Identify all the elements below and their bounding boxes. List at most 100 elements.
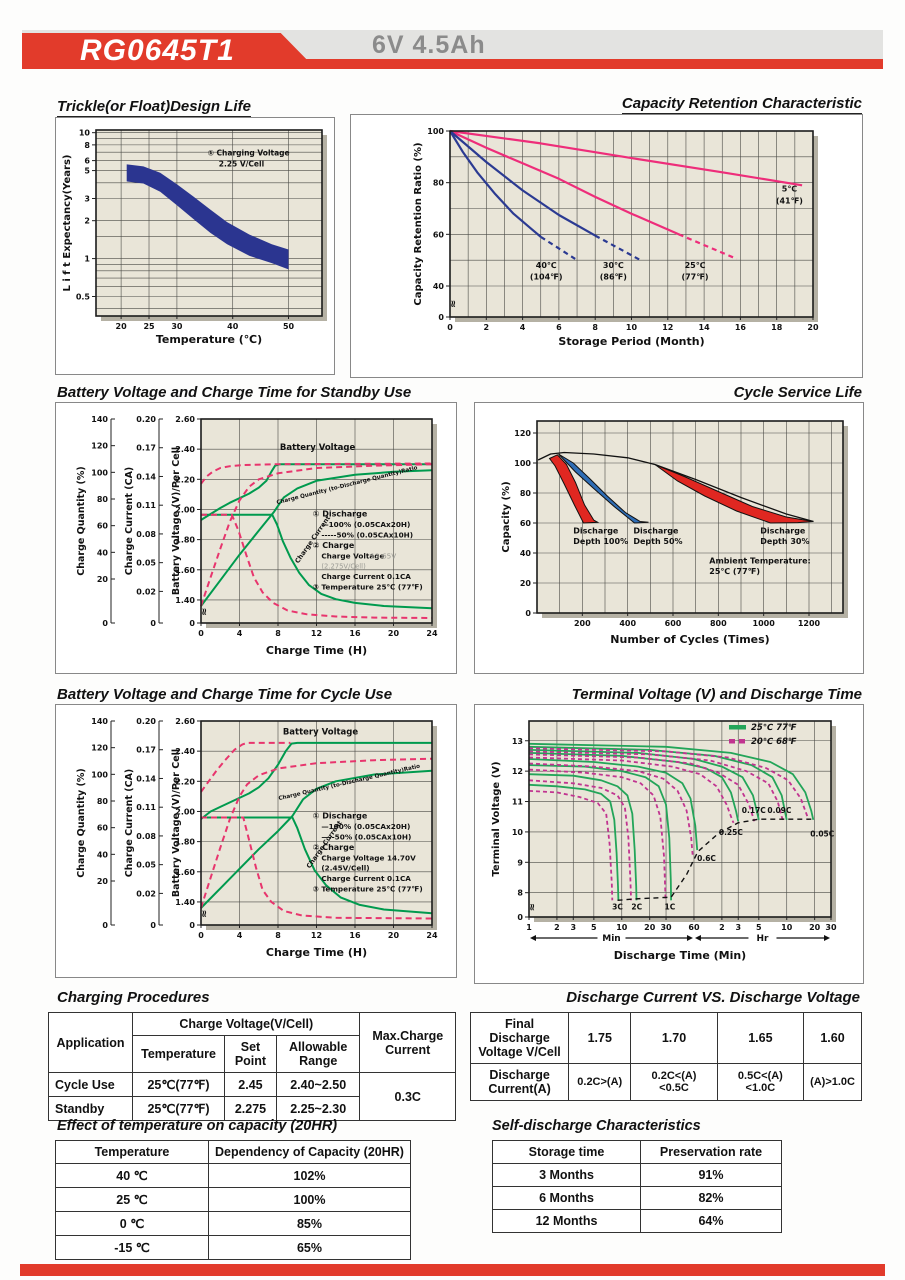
- svg-text:16: 16: [349, 629, 361, 638]
- svg-text:≈: ≈: [198, 910, 209, 918]
- charging-procedures-table: Application Charge Voltage(V/Cell) Max.C…: [48, 1012, 456, 1121]
- svg-text:0.02: 0.02: [136, 587, 156, 596]
- cell: (A)>1.0C: [803, 1063, 862, 1101]
- svg-text:12: 12: [662, 323, 673, 332]
- col-header: Dependency of Capacity (20HR): [208, 1140, 411, 1164]
- svg-text:0.08: 0.08: [136, 530, 156, 539]
- cell: 12 Months: [492, 1209, 641, 1233]
- title-discharge-vs: Discharge Current VS. Discharge Voltage: [566, 989, 860, 1006]
- cell: 65%: [208, 1235, 411, 1260]
- svg-text:2.60: 2.60: [175, 415, 195, 424]
- cell: 2.45: [224, 1072, 277, 1097]
- svg-text:Charge Current (CA): Charge Current (CA): [124, 467, 135, 576]
- svg-text:2.20: 2.20: [175, 475, 195, 484]
- svg-text:1.40: 1.40: [175, 596, 195, 605]
- svg-text:40: 40: [520, 549, 532, 558]
- svg-text:3: 3: [570, 923, 576, 932]
- panel-cycle-use: 0 4 8 12 16 20 24 2.60 2.40 2.20 2.00 1.80 1.60 1.40 0…: [55, 704, 457, 978]
- panel-cycle-service-life: 200 400 600 800 1000 1200 120 100 80 60 40 20 0 Numbe…: [474, 402, 864, 674]
- svg-text:③ Temperature 25℃ (77℉): ③ Temperature 25℃ (77℉): [313, 885, 423, 894]
- svg-text:Hr: Hr: [756, 934, 769, 944]
- svg-text:Terminal Voltage (V): Terminal Voltage (V): [491, 761, 502, 876]
- svg-text:40: 40: [97, 548, 109, 557]
- col-header: Temperature: [131, 1035, 226, 1073]
- svg-text:Number of Cycles (Times): Number of Cycles (Times): [610, 633, 769, 646]
- svg-text:5℃: 5℃: [782, 185, 798, 194]
- svg-text:30℃: 30℃: [603, 261, 624, 270]
- svg-text:11: 11: [512, 798, 524, 807]
- svg-text:0: 0: [198, 629, 204, 638]
- title-charging-procedures: Charging Procedures: [57, 989, 210, 1006]
- table-row: Standby 25℃(77℉) 2.275 2.25~2.30: [48, 1096, 456, 1121]
- col-header: Storage time: [492, 1140, 641, 1164]
- svg-text:80: 80: [97, 797, 109, 806]
- svg-text:5: 5: [756, 923, 762, 932]
- svg-text:—100% (0.05CAx20H): —100% (0.05CAx20H): [321, 520, 410, 529]
- svg-text:8: 8: [275, 931, 281, 940]
- table-row: Final Discharge Voltage V/Cell 1.75 1.70…: [469, 1012, 862, 1064]
- svg-text:(2.45V/Cell): (2.45V/Cell): [321, 864, 369, 873]
- table-row: 40 ℃ 102%: [55, 1163, 411, 1188]
- svg-text:3C: 3C: [612, 902, 623, 911]
- self-discharge-table: Storage time Preservation rate 3 Months 9…: [492, 1140, 782, 1233]
- svg-text:0: 0: [517, 913, 523, 922]
- svg-text:400: 400: [619, 619, 636, 628]
- cell: 0.3C: [359, 1072, 456, 1121]
- svg-text:① Charging Voltage: ① Charging Voltage: [208, 148, 290, 157]
- title-terminal-voltage: Terminal Voltage (V) and Discharge Time: [562, 686, 862, 706]
- svg-text:Charge Voltage 14.70V: Charge Voltage 14.70V: [321, 853, 416, 862]
- svg-text:2.40: 2.40: [175, 445, 195, 454]
- svg-text:≈: ≈: [198, 608, 209, 616]
- table-row: 6 Months 82%: [492, 1186, 782, 1210]
- svg-text:5: 5: [84, 167, 90, 176]
- svg-text:10: 10: [626, 323, 638, 332]
- cell: 85%: [208, 1211, 411, 1236]
- cell: -15 ℃: [55, 1235, 209, 1260]
- svg-text:② Charge: ② Charge: [313, 541, 355, 550]
- panel-capacity-retention: 0 2 4 6 8 10 12 14 16 18 20 100 80 60 40 0 ≈ Storage Peri…: [350, 114, 863, 378]
- cell: 102%: [208, 1163, 411, 1188]
- svg-text:Charge Current (CA): Charge Current (CA): [124, 769, 135, 878]
- title-cycle-use: Battery Voltage and Charge Time for Cycl…: [57, 686, 393, 706]
- title-standby-use: Battery Voltage and Charge Time for Stan…: [57, 384, 412, 404]
- svg-text:9: 9: [517, 858, 523, 867]
- footer-bar: [20, 1264, 885, 1276]
- svg-text:20: 20: [807, 323, 819, 332]
- svg-text:—100% (0.05CAx20H): —100% (0.05CAx20H): [321, 822, 410, 831]
- svg-text:30: 30: [825, 923, 837, 932]
- title-cycle-service-life: Cycle Service Life: [562, 384, 862, 404]
- svg-text:Capacity (%): Capacity (%): [501, 481, 512, 552]
- cell: 100%: [208, 1187, 411, 1212]
- panel-standby-use: 0 4 8 12 16 20 24 2.60 2.40 2.20 2.00 1.80 1.60 1.40 0…: [55, 402, 457, 674]
- svg-text:30: 30: [171, 322, 183, 331]
- svg-text:(77℉): (77℉): [681, 273, 708, 282]
- svg-text:30: 30: [660, 923, 672, 932]
- svg-text:0.14: 0.14: [136, 774, 156, 783]
- col-header: Max.Charge Current: [359, 1012, 456, 1073]
- svg-text:0: 0: [438, 313, 444, 322]
- svg-text:2: 2: [719, 923, 725, 932]
- svg-text:③ Temperature 25℃ (77℉): ③ Temperature 25℃ (77℉): [313, 583, 423, 592]
- svg-text:60: 60: [688, 923, 700, 932]
- svg-text:0: 0: [198, 931, 204, 940]
- table-row: 3 Months 91%: [492, 1163, 782, 1187]
- svg-text:Battery Voltage: Battery Voltage: [280, 443, 356, 453]
- svg-text:60: 60: [97, 522, 109, 531]
- title-self-discharge: Self-discharge Characteristics: [492, 1118, 701, 1134]
- svg-text:25℃ 77℉: 25℃ 77℉: [751, 723, 797, 733]
- cycle-use-chart: 0 4 8 12 16 20 24 2.60 2.40 2.20 2.00 1.80 1.60 1.40 0…: [76, 717, 438, 959]
- svg-text:0: 0: [189, 921, 195, 930]
- svg-text:13: 13: [512, 737, 523, 746]
- svg-text:0: 0: [525, 609, 531, 618]
- svg-text:140: 140: [91, 415, 108, 424]
- svg-text:13.65V: 13.65V: [370, 551, 396, 560]
- row-header: Discharge Current(A): [469, 1063, 570, 1101]
- svg-text:1: 1: [84, 255, 90, 264]
- svg-text:0.6C: 0.6C: [697, 854, 716, 863]
- cell: 3 Months: [492, 1163, 641, 1187]
- svg-text:3: 3: [735, 923, 741, 932]
- svg-text:100: 100: [91, 770, 108, 779]
- svg-text:0.5: 0.5: [76, 292, 91, 301]
- panel-terminal-voltage: 1 2 3 5 10 20 30 60 2 3 5 10 20 30 13 12 11 10 9 8 0 ≈ Dischar…: [474, 704, 864, 984]
